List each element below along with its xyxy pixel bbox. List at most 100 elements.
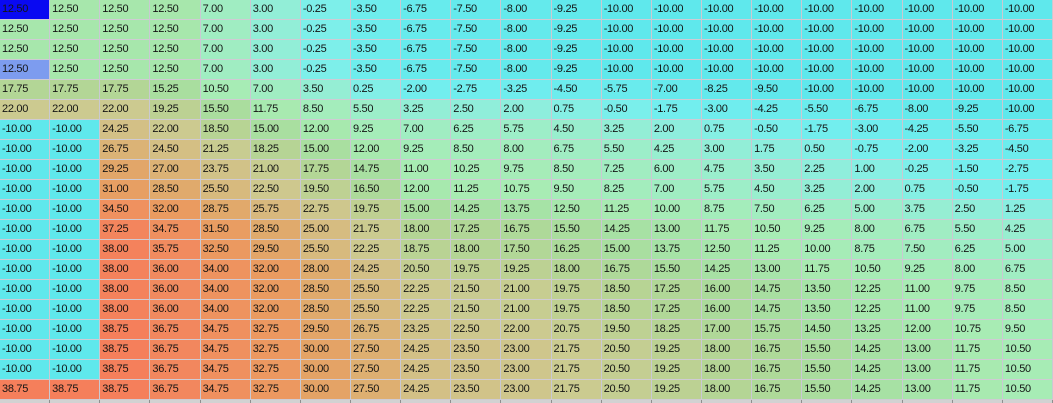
cell[interactable]: -10.00 [952,60,1003,80]
cell[interactable]: 13.25 [852,320,903,340]
cell[interactable]: -10.00 [852,60,903,80]
cell[interactable]: 18.50 [200,120,251,140]
cell[interactable]: 14.50 [802,320,853,340]
cell[interactable]: 22.25 [401,300,452,320]
cell[interactable]: 15.50 [651,260,702,280]
cell[interactable]: 2.50 [952,200,1003,220]
cell[interactable]: 17.75 [100,80,151,100]
cell[interactable]: 36.00 [150,300,201,320]
cell[interactable]: -9.25 [952,100,1003,120]
cell[interactable]: 15.00 [401,200,452,220]
cell[interactable]: 8.00 [501,140,552,160]
cell[interactable]: 9.75 [952,280,1003,300]
cell[interactable]: 22.25 [350,240,402,260]
cell[interactable]: 8.50 [1002,300,1053,320]
cell[interactable]: 11.00 [902,280,953,300]
cell[interactable]: 11.25 [601,200,652,220]
cell[interactable]: -5.50 [952,120,1003,140]
cell[interactable]: 18.50 [601,280,652,300]
cell[interactable]: 34.50 [100,200,151,220]
cell[interactable]: 14.25 [852,340,903,360]
cell[interactable]: 4.50 [752,180,803,200]
cell[interactable]: 22.75 [300,200,351,220]
cell[interactable]: -3.50 [350,40,402,60]
cell[interactable]: 14.75 [752,300,803,320]
cell[interactable]: -9.25 [551,40,602,60]
cell[interactable]: -10.00 [50,200,101,220]
cell[interactable]: 2.00 [852,180,903,200]
cell[interactable]: 14.25 [852,380,903,400]
cell[interactable]: 15.50 [551,220,602,240]
cell[interactable]: -10.00 [50,180,101,200]
cell[interactable]: 6.75 [551,140,602,160]
cell[interactable]: 38.00 [100,260,151,280]
cell[interactable]: 10.00 [802,240,853,260]
cell[interactable]: -10.00 [50,320,101,340]
cell[interactable]: 12.00 [350,140,402,160]
cell[interactable]: 22.00 [100,100,151,120]
cell[interactable]: 10.50 [1002,360,1053,380]
cell[interactable]: -10.00 [50,240,101,260]
cell[interactable]: 13.50 [802,300,853,320]
cell[interactable]: 11.25 [752,240,803,260]
cell[interactable]: 18.00 [551,260,602,280]
cell[interactable]: 6.25 [802,200,853,220]
cell[interactable]: -10.00 [752,60,803,80]
cell[interactable]: -10.00 [651,60,702,80]
cell[interactable]: -10.00 [651,40,702,60]
cell[interactable]: -0.25 [300,0,351,20]
cell[interactable]: -3.25 [952,140,1003,160]
cell[interactable]: 2.00 [651,120,702,140]
cell[interactable]: 15.50 [802,340,853,360]
cell[interactable]: -10.00 [802,40,853,60]
cell[interactable]: -1.75 [651,100,702,120]
cell[interactable]: 12.50 [50,0,101,20]
cell[interactable]: 12.25 [852,280,903,300]
cell[interactable]: 30.00 [300,340,351,360]
cell[interactable]: 38.00 [100,300,151,320]
cell[interactable]: 5.50 [350,100,402,120]
cell[interactable]: 13.50 [802,280,853,300]
cell[interactable]: 38.75 [100,340,151,360]
cell[interactable]: 10.00 [651,200,702,220]
cell[interactable]: 25.00 [300,220,351,240]
cell[interactable]: -7.50 [451,20,502,40]
cell[interactable]: 36.00 [150,280,201,300]
cell[interactable]: 38.75 [100,380,151,400]
cell[interactable]: 7.50 [902,240,953,260]
cell[interactable]: 19.75 [551,280,602,300]
cell[interactable]: 19.75 [551,300,602,320]
cell[interactable]: -10.00 [902,20,953,40]
cell[interactable]: 11.75 [802,260,853,280]
cell[interactable]: -10.00 [50,360,101,380]
cell[interactable]: 12.50 [150,60,201,80]
cell[interactable]: 25.75 [250,200,301,220]
cell[interactable]: 12.50 [701,240,753,260]
cell[interactable]: 10.50 [852,260,903,280]
cell[interactable]: 21.50 [451,280,502,300]
cell[interactable]: 7.00 [401,120,452,140]
cell[interactable]: -10.00 [601,20,652,40]
cell[interactable]: -6.75 [401,40,452,60]
cell[interactable]: 12.50 [150,0,201,20]
cell[interactable]: 21.00 [501,280,552,300]
cell[interactable]: 5.50 [952,220,1003,240]
cell[interactable]: 4.25 [1002,220,1053,240]
cell[interactable]: 12.50 [150,40,201,60]
cell[interactable]: -10.00 [0,320,51,340]
cell[interactable]: 21.00 [250,160,301,180]
cell[interactable]: -1.75 [1002,180,1053,200]
cell[interactable]: -10.00 [601,60,652,80]
cell[interactable]: 22.50 [451,320,502,340]
cell[interactable]: 8.50 [451,140,502,160]
cell[interactable]: 28.50 [300,300,351,320]
cell[interactable]: 16.50 [350,180,402,200]
cell[interactable]: 3.75 [902,200,953,220]
cell[interactable]: -10.00 [752,20,803,40]
cell[interactable]: 7.00 [200,60,251,80]
cell[interactable]: 28.75 [200,200,251,220]
cell[interactable]: 13.00 [651,220,702,240]
cell[interactable]: 29.25 [100,160,151,180]
cell[interactable]: -10.00 [1002,60,1053,80]
cell[interactable]: 11.25 [451,180,502,200]
